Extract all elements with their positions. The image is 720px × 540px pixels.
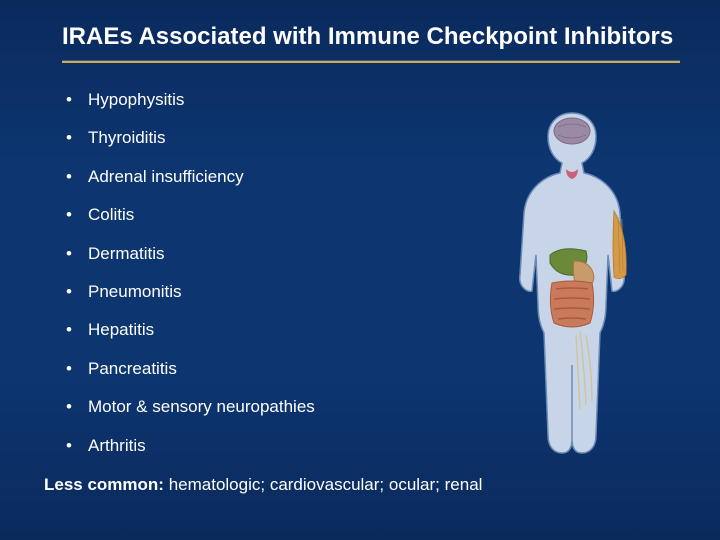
title-block: IRAEs Associated with Immune Checkpoint … [0, 0, 720, 60]
bullet-item: Hypophysitis [62, 81, 422, 119]
bullet-item: Thyroiditis [62, 119, 422, 157]
anatomy-figure [472, 105, 672, 465]
bullet-item: Arthritis [62, 427, 422, 465]
bullet-item: Motor & sensory neuropathies [62, 388, 422, 426]
less-common-text: hematologic; cardiovascular; ocular; ren… [164, 475, 482, 494]
title-underline-wrap [0, 60, 720, 81]
bullet-item: Pneumonitis [62, 273, 422, 311]
less-common-label: Less common: [44, 475, 164, 494]
body-icon [472, 105, 672, 465]
bullet-list: Hypophysitis Thyroiditis Adrenal insuffi… [62, 81, 422, 465]
bullet-item: Colitis [62, 196, 422, 234]
bullet-item: Dermatitis [62, 235, 422, 273]
bullet-item: Pancreatitis [62, 350, 422, 388]
less-common-line: Less common: hematologic; cardiovascular… [44, 465, 680, 495]
title-underline [62, 60, 680, 63]
bullet-item: Adrenal insufficiency [62, 158, 422, 196]
bullet-item: Hepatitis [62, 311, 422, 349]
slide-title: IRAEs Associated with Immune Checkpoint … [62, 22, 680, 52]
